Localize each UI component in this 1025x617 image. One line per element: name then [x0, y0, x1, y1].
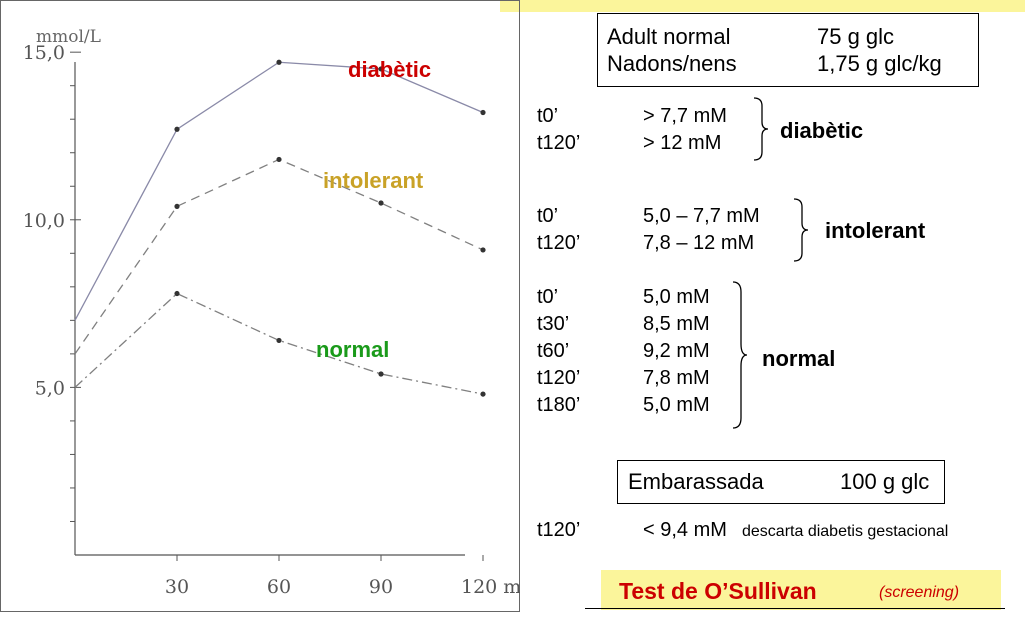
series-1-point-2	[276, 156, 282, 163]
x-tick-label-30: 30	[165, 576, 189, 598]
chart-frame	[0, 0, 520, 612]
norm-time-0: t0’	[537, 286, 559, 308]
osullivan-subtitle: (screening)	[879, 584, 960, 601]
diabetic-criteria-label: diabètic	[780, 118, 864, 143]
y-axis-label: mmol/L	[36, 27, 101, 47]
series-line-2	[74, 292, 484, 395]
dose-child-value: 1,75 g glc/kg	[817, 51, 942, 76]
normal-brace	[732, 281, 748, 429]
diab-value-1: > 12 mM	[643, 132, 722, 154]
series-2-point-4	[480, 391, 486, 397]
series-label-intolerant: intolerant	[323, 168, 424, 193]
intolerant-criteria-label: intolerant	[825, 218, 926, 243]
series-2-point-3	[378, 371, 384, 377]
glucose-tolerance-chart: 15,0 10,0 5,0 30 60 90 120 min mmol/L diabètic in…	[0, 0, 540, 612]
series-1-point-4	[480, 247, 486, 253]
norm-value-4: 5,0 mM	[643, 394, 710, 416]
chart-svg: 15,0 10,0 5,0 30 60 90 120 min mmol/L diabètic in…	[0, 0, 540, 612]
pregnant-value: 100 g glc	[840, 469, 930, 494]
intol-value-0: 5,0 – 7,7 mM	[643, 205, 760, 227]
series-1-point-1	[174, 203, 180, 209]
x-tick-label-90: 90	[369, 576, 393, 598]
osullivan-title: Test de O’Sullivan	[619, 578, 817, 604]
osullivan-box-edge	[585, 608, 1005, 613]
pregnant-criterion-value: < 9,4 mM	[643, 519, 727, 541]
norm-time-4: t180’	[537, 394, 581, 416]
top-banner-strip	[500, 0, 1025, 12]
diab-value-0: > 7,7 mM	[643, 105, 727, 127]
norm-time-1: t30’	[537, 313, 570, 335]
dose-adult-value: 75 g glc	[817, 24, 895, 49]
series-2-point-1	[174, 290, 180, 297]
norm-value-1: 8,5 mM	[643, 313, 710, 335]
norm-value-2: 9,2 mM	[643, 340, 710, 362]
series-0-point-4	[480, 109, 486, 116]
pregnant-label: Embarassada	[628, 469, 764, 494]
series-0-point-2	[276, 59, 282, 65]
series-2-point-2	[276, 337, 282, 344]
pregnant-criterion-note: descarta diabetis gestacional	[742, 523, 949, 540]
intolerant-brace	[793, 198, 809, 262]
series-1-point-3	[378, 200, 384, 206]
pregnant-box: Embarassada 100 g glc	[617, 460, 945, 504]
dose-child-label: Nadons/nens	[607, 51, 737, 76]
series-label-normal: normal	[316, 337, 389, 362]
dose-adult-label: Adult normal	[607, 24, 731, 49]
diab-time-0: t0’	[537, 105, 559, 127]
dose-box: Adult normal 75 g glc Nadons/nens 1,75 g…	[597, 13, 979, 87]
osullivan-banner: Test de O’Sullivan (screening)	[601, 570, 1001, 610]
intol-value-1: 7,8 – 12 mM	[643, 232, 755, 254]
norm-value-0: 5,0 mM	[643, 286, 710, 308]
series-0-point-3	[378, 66, 384, 72]
norm-time-3: t120’	[537, 367, 581, 389]
intol-time-1: t120’	[537, 232, 581, 254]
pregnant-time: t120’	[537, 519, 581, 541]
normal-criteria-label: normal	[762, 346, 836, 371]
diab-time-1: t120’	[537, 132, 581, 154]
diabetic-brace	[753, 97, 769, 161]
intol-time-0: t0’	[537, 205, 559, 227]
y-tick-label-10: 10,0	[23, 210, 65, 232]
norm-value-3: 7,8 mM	[643, 367, 710, 389]
series-label-diabetic: diabètic	[348, 57, 431, 82]
y-tick-label-15: 15,0	[23, 42, 65, 64]
x-tick-label-120: 120 min	[461, 576, 520, 598]
norm-time-2: t60’	[537, 340, 570, 362]
x-tick-label-60: 60	[267, 576, 291, 598]
series-0-point-1	[174, 126, 180, 132]
y-tick-label-5: 5,0	[35, 377, 65, 399]
